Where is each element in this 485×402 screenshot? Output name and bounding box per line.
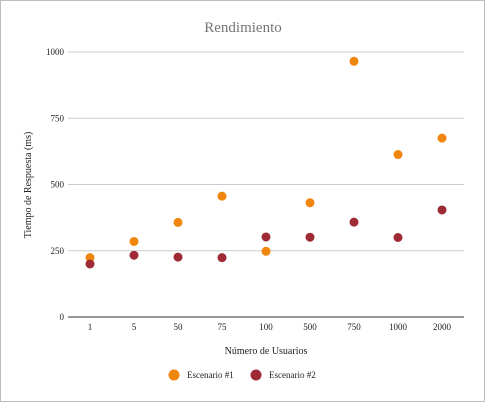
point-series-1	[262, 247, 271, 256]
point-series-1	[438, 134, 447, 143]
y-tick-label: 750	[51, 113, 65, 123]
y-tick-label: 0	[60, 312, 65, 322]
x-tick-label: 1000	[389, 322, 408, 332]
y-tick-labels: 0 250 500 750 1000	[46, 47, 65, 322]
y-axis-label: Tiempo de Respuesta (ms)	[23, 132, 34, 239]
point-series-2	[218, 253, 227, 262]
point-series-1	[394, 150, 403, 159]
point-series-2	[438, 205, 447, 214]
y-tick-label: 1000	[46, 47, 65, 57]
point-series-2	[394, 233, 403, 242]
legend: Escenario #1 Escenario #2	[169, 370, 316, 381]
chart-title: Rendimiento	[204, 20, 282, 36]
x-tick-label: 75	[218, 322, 228, 332]
point-series-2	[262, 232, 271, 241]
x-tick-label: 50	[174, 322, 184, 332]
point-series-2	[130, 251, 139, 260]
point-series-1	[350, 57, 359, 66]
x-axis-label: Número de Usuarios	[225, 346, 308, 357]
y-tick-label: 500	[51, 180, 65, 190]
point-series-1	[174, 218, 183, 227]
point-series-2	[86, 260, 95, 269]
point-series-1	[306, 198, 315, 207]
x-tick-label: 2000	[433, 322, 452, 332]
legend-marker	[251, 370, 262, 381]
data-points	[86, 57, 447, 269]
point-series-2	[306, 233, 315, 242]
x-tick-label: 100	[259, 322, 273, 332]
x-tick-label: 750	[347, 322, 361, 332]
grid-lines	[68, 52, 464, 317]
point-series-1	[130, 237, 139, 246]
point-series-2	[350, 218, 359, 227]
legend-marker	[169, 370, 180, 381]
x-tick-label: 500	[303, 322, 317, 332]
x-tick-label: 1	[88, 322, 93, 332]
x-tick-label: 5	[132, 322, 137, 332]
x-tick-labels: 1 5 50 75 100 500 750 1000 2000	[88, 322, 452, 332]
y-tick-label: 250	[51, 246, 65, 256]
point-series-1	[218, 192, 227, 201]
legend-label: Escenario #1	[187, 370, 234, 380]
legend-label: Escenario #2	[269, 370, 316, 380]
point-series-2	[174, 253, 183, 262]
